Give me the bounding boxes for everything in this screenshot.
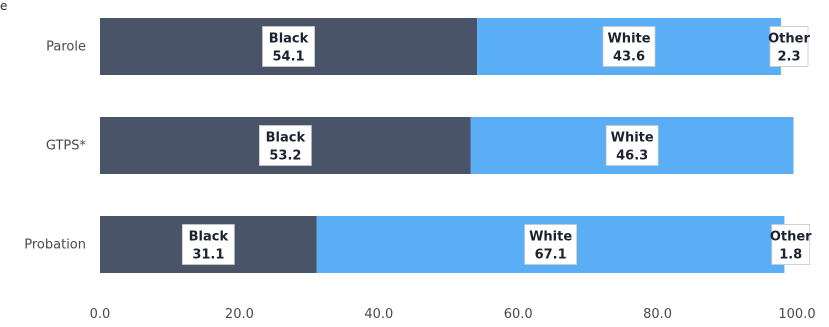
data-label-box-gtps-white (605, 125, 659, 166)
data-label-value-probation-other: 1.8 (779, 248, 802, 263)
data-label-name-parole-white: White (607, 32, 650, 47)
data-label-name-probation-other: Other (770, 230, 812, 245)
data-label-value-gtps-black: 53.2 (269, 149, 301, 164)
x-axis-ticks: 0.0 20.0 40.0 60.0 80.0 100.0 (90, 307, 816, 322)
data-label-box-probation-white (524, 224, 578, 265)
x-tick-label: 40.0 (364, 307, 393, 322)
data-label-box-parole-other (769, 26, 809, 67)
data-label-value-gtps-white: 46.3 (616, 149, 648, 164)
stray-label: e (0, 0, 7, 13)
data-label-name-parole-other: Other (768, 32, 810, 47)
x-tick-label: 0.0 (90, 307, 111, 322)
category-label-parole: Parole (46, 40, 86, 55)
data-label-name-gtps-white: White (611, 131, 654, 146)
data-label-name-parole-black: Black (269, 32, 309, 47)
x-tick-label: 60.0 (504, 307, 533, 322)
data-label-box-gtps-black (259, 125, 312, 166)
category-label-gtps: GTPS* (46, 139, 87, 154)
data-label-name-probation-white: White (529, 230, 572, 245)
data-label-name-probation-black: Black (189, 230, 229, 245)
data-label-box-parole-white (602, 26, 656, 67)
data-label-name-gtps-black: Black (266, 131, 306, 146)
data-label-box-parole-black (262, 26, 315, 67)
x-tick-label: 20.0 (225, 307, 254, 322)
x-tick-label: 100.0 (778, 307, 815, 322)
category-label-probation: Probation (24, 238, 86, 253)
x-tick-label: 80.0 (643, 307, 672, 322)
data-label-value-parole-other: 2.3 (777, 50, 800, 65)
data-label-value-probation-black: 31.1 (192, 248, 224, 263)
bars-group: Parole Black 54.1 White 43.6 Other 2.3 GTPS* Bla… (24, 18, 812, 273)
data-label-box-probation-other (771, 224, 811, 265)
data-label-value-probation-white: 67.1 (535, 248, 567, 263)
data-label-box-probation-black (181, 224, 235, 265)
data-label-value-parole-black: 54.1 (272, 50, 304, 65)
data-label-value-parole-white: 43.6 (613, 50, 645, 65)
